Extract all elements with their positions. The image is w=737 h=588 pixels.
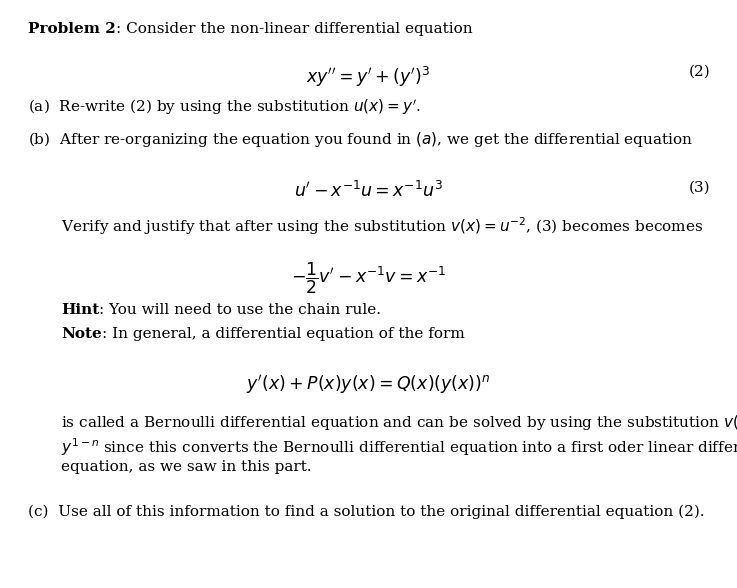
Text: equation, as we saw in this part.: equation, as we saw in this part.	[61, 460, 312, 474]
Text: Note: Note	[61, 327, 102, 341]
Text: $xy'' = y' + (y')^3$: $xy'' = y' + (y')^3$	[307, 65, 430, 89]
Text: $u' - x^{-1}u = x^{-1}u^3$: $u' - x^{-1}u = x^{-1}u^3$	[294, 181, 443, 201]
Text: : In general, a differential equation of the form: : In general, a differential equation of…	[102, 327, 464, 341]
Text: Verify and justify that after using the substitution $v(x) = u^{-2}$, (3) become: Verify and justify that after using the …	[61, 215, 704, 237]
Text: : You will need to use the chain rule.: : You will need to use the chain rule.	[99, 303, 382, 318]
Text: (c)  Use all of this information to find a solution to the original differential: (c) Use all of this information to find …	[28, 505, 705, 519]
Text: $-\dfrac{1}{2}v' - x^{-1}v = x^{-1}$: $-\dfrac{1}{2}v' - x^{-1}v = x^{-1}$	[291, 261, 446, 296]
Text: Hint: Hint	[61, 303, 99, 318]
Text: (b)  After re-organizing the equation you found in $(a)$, we get the differentia: (b) After re-organizing the equation you…	[28, 130, 694, 149]
Text: (a)  Re-write (2) by using the substitution $u(x) = y'$.: (a) Re-write (2) by using the substituti…	[28, 98, 421, 117]
Text: Problem 2: Problem 2	[28, 22, 116, 36]
Text: : Consider the non-linear differential equation: : Consider the non-linear differential e…	[116, 22, 472, 36]
Text: is called a Bernoulli differential equation and can be solved by using the subst: is called a Bernoulli differential equat…	[61, 413, 737, 432]
Text: $y^{1-n}$ since this converts the Bernoulli differential equation into a first o: $y^{1-n}$ since this converts the Bernou…	[61, 436, 737, 458]
Text: (2): (2)	[689, 65, 711, 79]
Text: (3): (3)	[689, 181, 710, 195]
Text: $y'(x) + P(x)y(x) = Q(x)(y(x))^n$: $y'(x) + P(x)y(x) = Q(x)(y(x))^n$	[246, 373, 491, 396]
